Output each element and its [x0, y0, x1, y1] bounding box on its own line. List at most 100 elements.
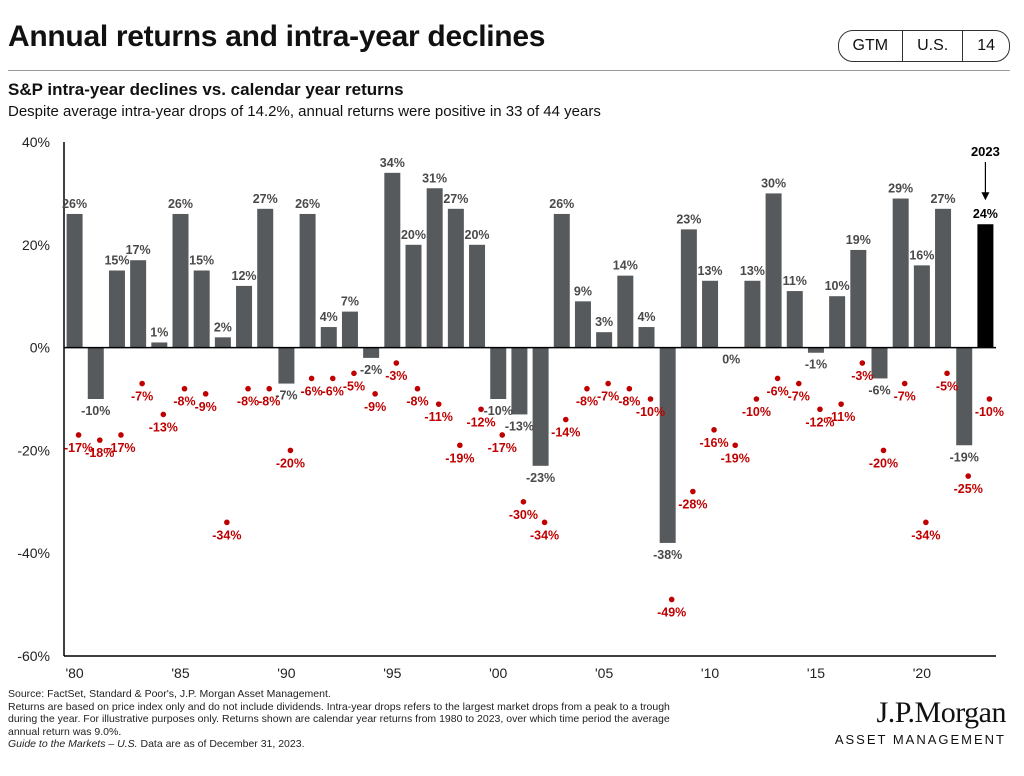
decline-label-1991: -6%: [300, 384, 322, 398]
decline-dot-2006: [626, 385, 633, 392]
gtm-badge-page: 14: [962, 31, 1009, 61]
return-bar-1985: [172, 213, 189, 348]
decline-dot-1984: [160, 411, 167, 418]
x-tick-label-2: '90: [277, 665, 295, 681]
decline-dot-1991: [308, 375, 315, 382]
y-tick-label-1: 20%: [22, 237, 50, 253]
return-label-1990: -7%: [275, 389, 297, 403]
decline-label-2010: -16%: [699, 436, 728, 450]
decline-label-1985: -8%: [173, 395, 195, 409]
return-bar-1983: [130, 260, 147, 348]
decline-label-1980: -17%: [64, 441, 93, 455]
decline-dot-2011: [732, 442, 739, 449]
decline-label-2007: -10%: [636, 405, 665, 419]
return-label-1986: 15%: [189, 254, 214, 268]
decline-dot-1981: [96, 437, 103, 443]
decline-dot-1997: [435, 401, 442, 407]
return-label-1993: 7%: [341, 295, 359, 309]
data-as-of: Data are as of December 31, 2023.: [137, 738, 305, 750]
return-bar-1986: [193, 270, 210, 348]
decline-label-1987: -34%: [212, 528, 241, 542]
decline-label-2009: -28%: [678, 498, 707, 512]
decline-dot-2016: [838, 401, 844, 407]
return-label-1987: 2%: [214, 320, 232, 334]
return-label-1992: 4%: [320, 310, 338, 324]
return-label-2011: 0%: [722, 353, 740, 367]
return-label-1989: 27%: [253, 192, 278, 206]
decline-label-2021: -5%: [936, 379, 958, 393]
x-tick-label-7: '15: [807, 665, 825, 681]
decline-dot-1987: [224, 519, 230, 526]
return-bar-2018: [871, 347, 888, 379]
return-bar-1990: [278, 347, 295, 384]
return-label-2002: -23%: [526, 471, 555, 485]
return-bar-1989: [257, 208, 274, 348]
y-tick-label-5: -60%: [17, 648, 50, 664]
decline-label-1983: -7%: [131, 390, 153, 404]
return-bar-2019: [892, 198, 909, 348]
return-bar-1992: [320, 327, 337, 348]
decline-dot-2017: [859, 360, 866, 366]
y-tick-label-2: 0%: [30, 340, 50, 356]
decline-label-1988: -8%: [237, 395, 259, 409]
return-label-2015: -1%: [805, 358, 827, 372]
page-title: Annual returns and intra-year declines: [8, 20, 546, 53]
decline-label-2000: -17%: [488, 441, 517, 455]
return-bar-1995: [384, 172, 401, 348]
decline-label-2018: -20%: [869, 456, 898, 470]
return-label-2021: 27%: [931, 192, 956, 206]
decline-dot-2001: [520, 499, 527, 505]
return-label-2012: 13%: [740, 264, 765, 278]
return-bar-2016: [829, 296, 846, 348]
decline-dot-1989: [266, 385, 273, 392]
jpmorgan-logo: J.P.Morgan ASSET MANAGEMENT: [834, 696, 1007, 747]
return-bar-2021: [935, 208, 952, 348]
return-label-1994: -2%: [360, 363, 382, 377]
return-bar-1993: [341, 311, 358, 348]
decline-label-2002: -34%: [530, 528, 559, 542]
return-bar-1981: [87, 347, 104, 399]
decline-label-1995: -3%: [385, 369, 407, 383]
return-bar-2013: [765, 193, 782, 348]
return-bar-2015: [807, 347, 824, 353]
return-label-1988: 12%: [232, 269, 257, 283]
decline-dot-2002: [541, 519, 548, 526]
return-label-1981: -10%: [81, 404, 110, 418]
decline-dot-2020: [923, 519, 929, 526]
return-label-2005: 3%: [595, 315, 613, 329]
return-bar-2022: [956, 347, 973, 446]
return-bar-2012: [744, 280, 761, 348]
return-label-2023: 24%: [973, 207, 998, 221]
x-tick-label-6: '10: [701, 665, 719, 681]
decline-dot-2010: [711, 427, 717, 433]
methodology-note-2: during the year. For illustrative purpos…: [8, 713, 670, 725]
decline-dot-1994: [372, 391, 378, 397]
return-bar-2008: [659, 347, 676, 543]
decline-dot-2005: [605, 380, 611, 387]
methodology-note-1: Returns are based on price index only an…: [8, 700, 670, 713]
return-label-2006: 14%: [613, 259, 638, 273]
decline-label-2012: -10%: [742, 405, 771, 419]
decline-label-2013: -6%: [766, 384, 788, 398]
decline-dot-1995: [393, 360, 400, 366]
decline-dot-1999: [478, 406, 484, 413]
decline-dot-1983: [139, 380, 145, 387]
return-bar-1980: [66, 213, 83, 348]
returns-vs-declines-chart: 40% 20% 0% -20% -40% -60% '80 '85 '90 '95 '00 '05 '1…: [17, 134, 1004, 681]
return-bar-2000: [490, 347, 507, 399]
gtm-badge-guide: GTM: [852, 37, 889, 54]
return-label-1984: 1%: [150, 325, 168, 339]
gtm-badge: GTM U.S. 14: [837, 30, 1010, 62]
return-label-2003: 26%: [549, 197, 574, 211]
decline-label-1990: -20%: [276, 456, 305, 470]
logo-subtitle: ASSET MANAGEMENT: [834, 732, 1006, 747]
decline-label-2004: -8%: [576, 395, 598, 409]
chart-title: S&P intra-year declines vs. calendar yea…: [8, 80, 404, 99]
return-bar-1998: [447, 208, 464, 348]
decline-dot-2021: [944, 370, 950, 377]
footnotes: Source: FactSet, Standard & Poor's, J.P.…: [8, 688, 828, 751]
decline-dot-1986: [202, 391, 209, 397]
decline-label-2020: -34%: [911, 528, 940, 542]
return-label-1996: 20%: [401, 228, 426, 242]
return-label-1991: 26%: [295, 197, 320, 211]
